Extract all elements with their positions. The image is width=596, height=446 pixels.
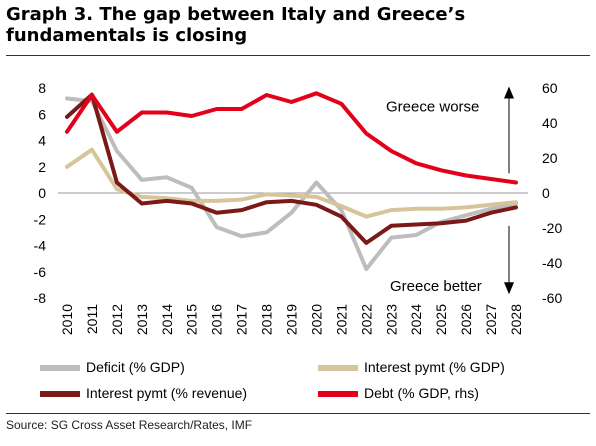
legend-swatch (40, 391, 80, 398)
source-divider (6, 413, 590, 414)
y-left-tick-label: 4 (38, 133, 46, 149)
legend-label: Interest pymt (% revenue) (86, 385, 248, 401)
chart-annotations: Greece worse Greece better (386, 86, 514, 295)
annotation-greece-worse: Greece worse (386, 98, 479, 115)
x-tick-label: 2022 (358, 304, 374, 335)
x-tick-label: 2028 (508, 304, 524, 335)
series-line-0 (65, 96, 518, 272)
annotation-greece-better: Greece better (390, 278, 482, 295)
x-tick-label: 2011 (84, 304, 100, 334)
x-tick-label: 2019 (284, 304, 300, 335)
y-left-tick-label: 0 (38, 185, 46, 201)
series-line-1 (65, 147, 518, 219)
chart-series (65, 91, 518, 272)
x-tick-label: 2012 (109, 304, 125, 335)
source-note: Source: SG Cross Asset Research/Rates, I… (6, 418, 253, 432)
y-left-tick-label: -4 (34, 238, 47, 254)
x-tick-label: 2023 (383, 304, 399, 335)
legend-item-interest-revenue: Interest pymt (% revenue) (40, 385, 247, 401)
y-left-tick-label: -6 (34, 264, 47, 280)
y-right-tick-label: 20 (542, 150, 558, 166)
x-tick-label: 2020 (308, 304, 324, 335)
y-left-tick-label: 6 (38, 106, 46, 122)
legend-label: Debt (% GDP, rhs) (364, 385, 479, 401)
x-tick-label: 2027 (483, 304, 499, 335)
y-right-tick-label: 0 (542, 185, 550, 201)
legend-label: Deficit (% GDP) (86, 359, 185, 375)
chart-title: Graph 3. The gap between Italy and Greec… (6, 4, 466, 46)
y-right-tick-label: 60 (542, 80, 558, 96)
x-tick-label: 2010 (59, 304, 75, 335)
legend-item-debt: Debt (% GDP, rhs) (318, 385, 479, 401)
y-right-tick-label: -60 (542, 290, 562, 306)
y-right-tick-label: -40 (542, 255, 562, 271)
x-tick-label: 2013 (134, 304, 150, 335)
series-line-2 (65, 92, 518, 245)
legend-swatch (318, 365, 358, 372)
x-tick-label: 2025 (433, 304, 449, 335)
y-left-tick-label: 2 (38, 159, 46, 175)
legend-item-deficit: Deficit (% GDP) (40, 359, 185, 375)
x-tick-label: 2016 (209, 304, 225, 335)
legend-label: Interest pymt (% GDP) (364, 359, 505, 375)
series-line-3 (65, 91, 518, 185)
x-tick-label: 2026 (458, 304, 474, 335)
y-left-tick-label: 8 (38, 80, 46, 96)
y-right-tick-label: 40 (542, 115, 558, 131)
legend-item-interest-gdp: Interest pymt (% GDP) (318, 359, 505, 375)
x-tick-label: 2015 (184, 304, 200, 335)
title-divider (6, 55, 590, 56)
x-tick-label: 2018 (259, 304, 275, 335)
legend-swatch (40, 365, 80, 372)
x-tick-label: 2021 (333, 304, 349, 335)
arrow-down-head (504, 282, 514, 295)
y-right-tick-label: -20 (542, 220, 562, 236)
y-left-tick-label: -8 (34, 290, 47, 306)
y-left-tick-label: -2 (34, 211, 47, 227)
x-tick-label: 2024 (408, 304, 424, 335)
arrow-up-head (504, 86, 514, 99)
x-tick-label: 2014 (159, 304, 175, 335)
x-tick-label: 2017 (234, 304, 250, 335)
legend-swatch (318, 391, 358, 398)
